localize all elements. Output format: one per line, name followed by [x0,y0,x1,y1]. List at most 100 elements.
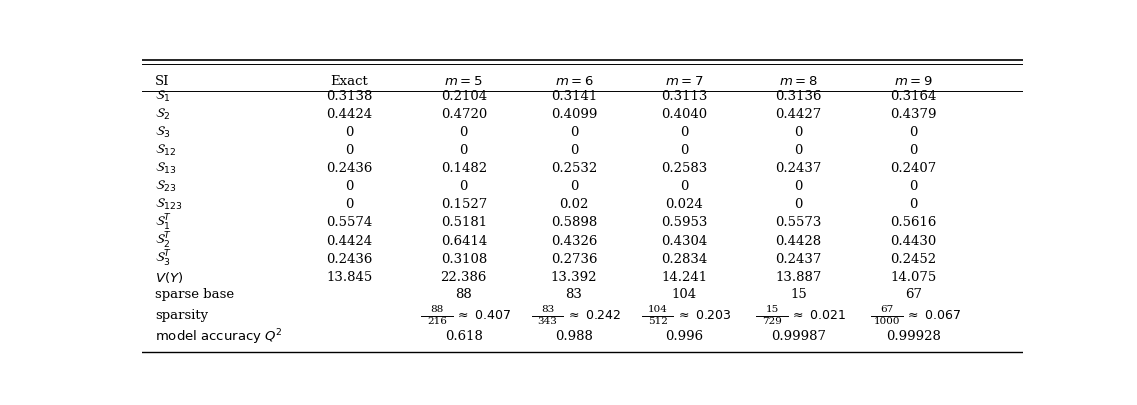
Text: 0: 0 [795,126,803,139]
Text: SI: SI [156,75,169,88]
Text: $m = 6$: $m = 6$ [555,75,594,88]
Text: 0.3141: 0.3141 [550,90,597,103]
Text: 0.2834: 0.2834 [661,253,707,266]
Text: 15: 15 [790,288,807,301]
Text: 13.887: 13.887 [775,271,822,284]
Text: 0.3108: 0.3108 [441,253,487,266]
Text: 0.5616: 0.5616 [890,216,937,229]
Text: 67: 67 [905,288,922,301]
Text: 0.99987: 0.99987 [771,330,827,343]
Text: 0: 0 [345,180,354,193]
Text: 0: 0 [795,180,803,193]
Text: $\approx$ 0.242: $\approx$ 0.242 [566,309,621,322]
Text: 0.2436: 0.2436 [326,253,373,266]
Text: $m = 8$: $m = 8$ [779,75,818,88]
Text: 88: 88 [456,288,472,301]
Text: 0.5181: 0.5181 [441,216,487,229]
Text: 0.996: 0.996 [665,330,703,343]
Text: 0.4424: 0.4424 [326,234,372,247]
Text: $\mathcal{S}_3^T$: $\mathcal{S}_3^T$ [156,249,172,269]
Text: 83: 83 [541,305,554,314]
Text: sparsity: sparsity [156,309,208,322]
Text: $V(Y)$: $V(Y)$ [156,270,184,285]
Text: $\mathcal{S}_1^T$: $\mathcal{S}_1^T$ [156,213,172,233]
Text: 0.2532: 0.2532 [550,162,597,175]
Text: 0.2407: 0.2407 [890,162,936,175]
Text: $\approx$ 0.203: $\approx$ 0.203 [675,309,731,322]
Text: 343: 343 [538,317,557,326]
Text: 0: 0 [570,180,578,193]
Text: 0: 0 [345,126,354,139]
Text: $\approx$ 0.021: $\approx$ 0.021 [790,309,846,322]
Text: 67: 67 [880,305,894,314]
Text: 0: 0 [908,198,918,211]
Text: 83: 83 [565,288,582,301]
Text: $m = 9$: $m = 9$ [894,75,932,88]
Text: 0.1482: 0.1482 [441,162,487,175]
Text: $\mathcal{S}_{23}$: $\mathcal{S}_{23}$ [156,179,177,194]
Text: 512: 512 [648,317,667,326]
Text: 0.4428: 0.4428 [775,234,822,247]
Text: 0: 0 [908,144,918,157]
Text: 104: 104 [648,305,667,314]
Text: model accuracy $Q^2$: model accuracy $Q^2$ [156,327,283,347]
Text: $m = 7$: $m = 7$ [665,75,704,88]
Text: 0.2583: 0.2583 [661,162,707,175]
Text: 0: 0 [345,144,354,157]
Text: 13.392: 13.392 [550,271,597,284]
Text: 0.2736: 0.2736 [550,253,597,266]
Text: 0.4720: 0.4720 [441,108,487,121]
Text: 0: 0 [459,126,468,139]
Text: 0: 0 [680,180,688,193]
Text: 216: 216 [428,317,447,326]
Text: 13.845: 13.845 [326,271,372,284]
Text: 0.99928: 0.99928 [886,330,940,343]
Text: 0.3138: 0.3138 [326,90,373,103]
Text: 0: 0 [345,198,354,211]
Text: 0.3164: 0.3164 [890,90,937,103]
Text: 0.4304: 0.4304 [661,234,707,247]
Text: 0.2436: 0.2436 [326,162,373,175]
Text: $\mathcal{S}_2$: $\mathcal{S}_2$ [156,107,171,122]
Text: 14.241: 14.241 [661,271,707,284]
Text: 0: 0 [570,126,578,139]
Text: 0.2437: 0.2437 [775,253,822,266]
Text: 0.4040: 0.4040 [661,108,707,121]
Text: 0: 0 [795,198,803,211]
Text: 0.988: 0.988 [555,330,592,343]
Text: 0.3136: 0.3136 [775,90,822,103]
Text: 0.618: 0.618 [445,330,483,343]
Text: 1000: 1000 [873,317,901,326]
Text: $\approx$ 0.067: $\approx$ 0.067 [905,309,961,322]
Text: 0: 0 [908,180,918,193]
Text: $\mathcal{S}_{13}$: $\mathcal{S}_{13}$ [156,161,177,176]
Text: 0: 0 [680,126,688,139]
Text: 729: 729 [762,317,782,326]
Text: 0.5573: 0.5573 [775,216,822,229]
Text: 15: 15 [765,305,779,314]
Text: 0.4099: 0.4099 [550,108,597,121]
Text: 0.4379: 0.4379 [890,108,937,121]
Text: 0: 0 [680,144,688,157]
Text: $\mathcal{S}_1$: $\mathcal{S}_1$ [156,89,171,104]
Text: $\mathcal{S}_{12}$: $\mathcal{S}_{12}$ [156,143,176,158]
Text: 0.1527: 0.1527 [441,198,487,211]
Text: 0.4430: 0.4430 [890,234,936,247]
Text: 0.024: 0.024 [665,198,703,211]
Text: 0.3113: 0.3113 [661,90,707,103]
Text: 0: 0 [459,144,468,157]
Text: $\approx$ 0.407: $\approx$ 0.407 [455,309,512,322]
Text: 0.4427: 0.4427 [775,108,822,121]
Text: 0: 0 [795,144,803,157]
Text: 0.6414: 0.6414 [441,234,487,247]
Text: $\mathcal{S}_3$: $\mathcal{S}_3$ [156,125,171,140]
Text: 0.4326: 0.4326 [550,234,597,247]
Text: 0.5898: 0.5898 [550,216,597,229]
Text: sparse base: sparse base [156,288,234,301]
Text: 0.2437: 0.2437 [775,162,822,175]
Text: $m = 5$: $m = 5$ [445,75,483,88]
Text: 0.02: 0.02 [559,198,589,211]
Text: 0: 0 [570,144,578,157]
Text: 0.5574: 0.5574 [326,216,372,229]
Text: Exact: Exact [331,75,368,88]
